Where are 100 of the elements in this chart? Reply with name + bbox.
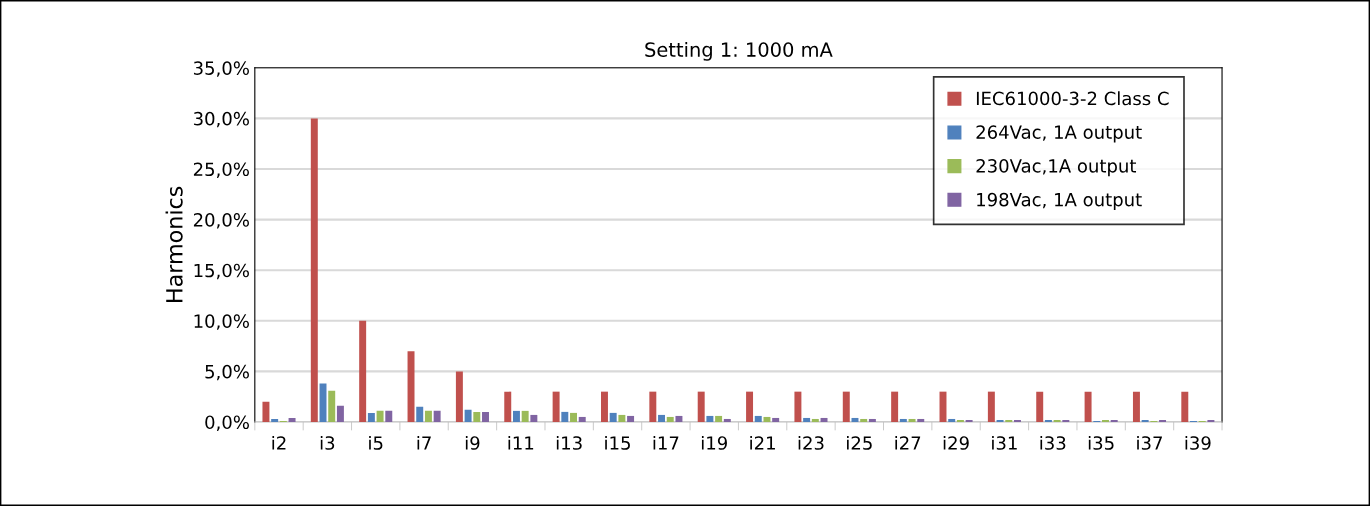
bar	[424, 410, 432, 422]
bar	[407, 351, 415, 422]
x-tick-label: i9	[465, 435, 480, 450]
bar	[455, 371, 463, 422]
bar	[416, 406, 424, 422]
x-tick-label: i2	[272, 435, 286, 450]
bar	[842, 391, 850, 422]
bar	[715, 415, 723, 422]
bar	[754, 415, 762, 422]
bar	[1053, 419, 1061, 422]
bar	[433, 410, 441, 422]
x-tick-label: i7	[417, 435, 431, 450]
bar	[1044, 419, 1052, 422]
bar	[706, 415, 714, 422]
bar	[956, 419, 964, 422]
x-tick-label: i11	[508, 435, 534, 450]
y-tick-label: 10,0%	[194, 314, 249, 330]
x-tick-label: i21	[750, 435, 775, 450]
bar	[1181, 391, 1189, 422]
x-tick-label: i5	[369, 435, 383, 450]
bar	[385, 410, 393, 422]
bar	[917, 418, 925, 422]
x-tick-label: i33	[1040, 435, 1066, 450]
y-axis-title: Harmonics	[165, 186, 183, 302]
bar	[763, 416, 771, 422]
legend-label: 264Vac, 1A output	[976, 125, 1142, 143]
bar	[1141, 419, 1149, 422]
x-tick-label: i31	[992, 435, 1017, 450]
y-tick-label: 0,0%	[205, 415, 249, 431]
bar	[746, 391, 754, 422]
bar	[860, 418, 868, 422]
bar	[948, 418, 956, 422]
bar	[512, 410, 520, 422]
bar	[376, 410, 384, 422]
bar	[618, 414, 626, 422]
bar	[675, 415, 683, 422]
x-tick-label: i13	[556, 435, 582, 450]
x-tick-label: i3	[320, 435, 335, 450]
x-tick-label: i23	[798, 435, 824, 450]
bar	[1062, 419, 1070, 422]
y-tick-label: 30,0%	[193, 111, 249, 128]
bar	[811, 418, 819, 422]
bar	[1207, 419, 1215, 422]
bar	[658, 414, 666, 422]
bar	[504, 391, 512, 422]
bar	[996, 419, 1004, 422]
bar	[530, 414, 538, 422]
bar	[851, 417, 859, 422]
y-tick-label: 25,0%	[193, 162, 249, 178]
x-tick-label: i29	[943, 435, 969, 450]
x-tick-label: i19	[701, 435, 727, 450]
x-tick-label: i27	[895, 435, 921, 450]
bar	[271, 418, 279, 422]
bar	[473, 411, 481, 422]
bar	[1005, 419, 1013, 422]
bar	[803, 417, 811, 422]
x-tick-label: i35	[1088, 435, 1114, 450]
bar	[899, 418, 907, 422]
bar	[600, 391, 608, 422]
bar	[288, 417, 296, 422]
x-tick-label: i37	[1137, 435, 1162, 450]
bar	[1036, 391, 1044, 422]
bar	[578, 416, 586, 422]
bar	[609, 412, 617, 422]
legend-label: 198Vac, 1A output	[977, 192, 1142, 210]
bar	[561, 411, 569, 422]
bar	[1084, 391, 1092, 422]
bar	[649, 391, 657, 422]
bar	[794, 391, 802, 422]
bar	[868, 418, 876, 422]
legend-label: 230Vac,1A output	[976, 159, 1137, 177]
bar	[1110, 419, 1118, 422]
bar	[627, 415, 635, 422]
y-tick-label: 15,0%	[194, 263, 249, 280]
bar	[359, 320, 367, 422]
bar	[552, 391, 560, 422]
bar	[367, 412, 375, 422]
bar	[987, 391, 995, 422]
bar	[891, 391, 899, 422]
bar	[965, 419, 973, 422]
bar	[820, 417, 828, 422]
bar	[464, 409, 472, 422]
x-tick-label: i15	[605, 435, 630, 450]
bar	[482, 411, 489, 422]
y-tick-label: 20,0%	[193, 213, 249, 229]
bar	[1159, 419, 1167, 422]
bar	[310, 118, 318, 422]
bar	[1132, 391, 1140, 422]
bar	[262, 401, 270, 422]
legend-label: IEC61000-3-2 Class C	[976, 91, 1169, 106]
bar	[723, 418, 731, 422]
bar	[772, 417, 780, 422]
x-tick-label: i17	[653, 435, 679, 450]
bar	[697, 391, 705, 422]
y-tick-label: 5,0%	[205, 364, 249, 381]
bar	[908, 418, 916, 422]
x-tick-label: i39	[1185, 435, 1211, 450]
bar	[570, 412, 577, 422]
bar	[1102, 419, 1109, 422]
chart-title: Setting 1: 1000 mA	[645, 41, 833, 61]
